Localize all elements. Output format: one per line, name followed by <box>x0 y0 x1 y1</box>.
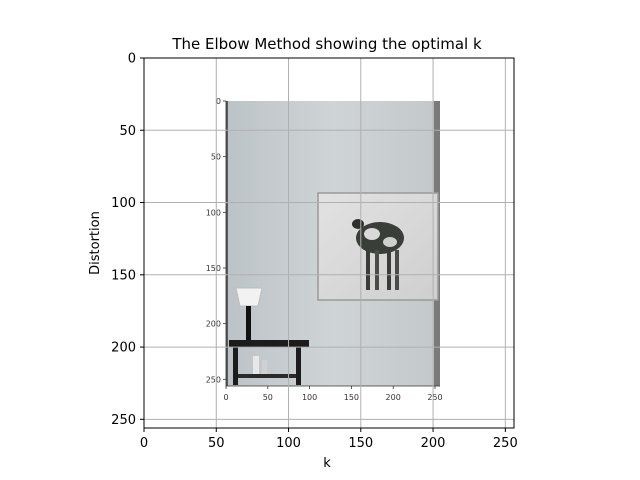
embedded-x-tick-label: 0 <box>223 393 228 402</box>
x-tick-label: 100 <box>276 436 301 451</box>
embedded-x-tick-label: 100 <box>302 393 317 402</box>
embedded-y-tick-label: 200 <box>206 320 221 329</box>
y-axis-ticks: 0 50 100 150 200 250 <box>111 52 144 428</box>
embedded-x-tick-label: 150 <box>344 393 359 402</box>
y-tick-label: 0 <box>128 52 136 67</box>
embedded-y-tick-label: 250 <box>206 375 221 384</box>
embedded-x-tick-label: 200 <box>386 393 401 402</box>
y-axis-label: Distortion <box>88 211 103 275</box>
embedded-x-tick-label: 50 <box>263 393 273 402</box>
room-left-edge <box>226 101 228 386</box>
embedded-y-tick-label: 0 <box>216 97 221 106</box>
x-axis-label: k <box>323 456 331 471</box>
x-tick-label: 150 <box>348 436 373 451</box>
y-tick-label: 200 <box>111 341 136 356</box>
y-tick-label: 250 <box>111 413 136 428</box>
embedded-x-tick-label: 250 <box>427 393 442 402</box>
x-tick-label: 200 <box>421 436 446 451</box>
y-tick-label: 150 <box>111 268 136 283</box>
x-axis-ticks: 0 50 100 150 200 250 <box>140 428 518 451</box>
embedded-y-tick-label: 100 <box>206 208 221 217</box>
x-tick-label: 250 <box>493 436 518 451</box>
grid-lines <box>143 57 514 428</box>
y-tick-label: 50 <box>119 124 136 139</box>
side-table <box>229 340 309 385</box>
y-tick-label: 100 <box>111 196 136 211</box>
chart-title: The Elbow Method showing the optimal k <box>171 35 482 53</box>
embedded-y-tick-label: 150 <box>206 264 221 273</box>
x-tick-label: 0 <box>140 436 148 451</box>
x-tick-label: 50 <box>208 436 225 451</box>
lamp <box>235 287 263 340</box>
axes-frame <box>143 57 515 429</box>
